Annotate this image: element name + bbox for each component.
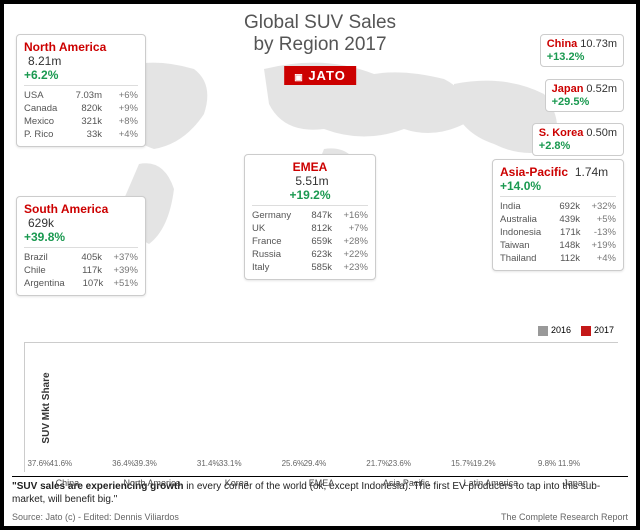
rows-emea: Germany847k+16%UK812k+7%France659k+28%Ru… xyxy=(252,209,368,274)
rows-na: USA7.03m+6%Canada820k+9%Mexico321k+8%P. … xyxy=(24,89,138,141)
card-north-america: North America 8.21m+6.2% USA7.03m+6%Cana… xyxy=(16,34,146,147)
card-emea: EMEA5.51m+19.2% Germany847k+16%UK812k+7%… xyxy=(244,154,376,280)
card-china: China10.73m+13.2% xyxy=(540,34,624,67)
card-skorea: S. Korea0.50m+2.8% xyxy=(532,123,624,156)
source-text: Source: Jato (c) - Edited: Dennis Viliar… xyxy=(12,512,179,522)
brand-logo: ▣ JATO xyxy=(284,66,356,85)
card-south-america: South America 629k+39.8% Brazil405k+37%C… xyxy=(16,196,146,296)
rows-ap: India692k+32%Australia439k+5%Indonesia17… xyxy=(500,200,616,265)
rows-sa: Brazil405k+37%Chile117k+39%Argentina107k… xyxy=(24,251,138,290)
report-text: The Complete Research Report xyxy=(501,512,628,522)
card-asia-pacific: Asia-Pacific 1.74m+14.0% India692k+32%Au… xyxy=(492,159,624,271)
page-title: Global SUV Sales by Region 2017 xyxy=(244,12,396,56)
chart-legend: 2016 2017 xyxy=(538,325,614,336)
card-japan: Japan0.52m+29.5% xyxy=(545,79,624,112)
market-share-chart: SUV Mkt Share 2016 2017 37.6%41.6%China3… xyxy=(24,342,618,472)
